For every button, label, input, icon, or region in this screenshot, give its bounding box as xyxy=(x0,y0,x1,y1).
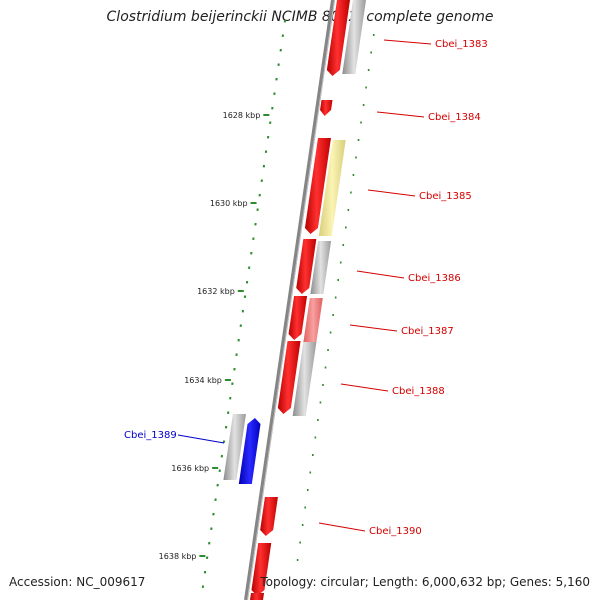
accession-text: Accession: NC_009617 xyxy=(9,575,146,589)
genome-summary-text: Topology: circular; Length: 6,000,632 bp… xyxy=(260,575,590,589)
gene-cbei-1385-category xyxy=(318,140,346,236)
genome-backbone xyxy=(244,0,335,600)
gene-label-leader xyxy=(340,383,389,392)
gene-label[interactable]: Cbei_1387 xyxy=(401,326,454,337)
gene-cbei-1383-category xyxy=(342,0,366,74)
gene-label[interactable]: Cbei_1384 xyxy=(428,112,481,123)
gene-label-leader xyxy=(318,522,366,532)
gene-label[interactable]: Cbei_1390 xyxy=(369,526,422,537)
ruler-ticks xyxy=(199,19,375,600)
ruler-labels: 1628 kbp 1630 kbp 1632 kbp 1634 kbp 1636 kbp… xyxy=(159,111,270,561)
genome-backbone-highlight xyxy=(247,0,335,600)
gene-cbei-1386-glyph xyxy=(296,239,317,294)
gene-label[interactable]: Cbei_1383 xyxy=(435,39,488,50)
map-title: Clostridium beijerinckii NCIMB 8052, com… xyxy=(106,9,494,25)
gene-cbei-1384-glyph xyxy=(320,100,333,116)
gene-cbei-1387-category xyxy=(303,298,323,342)
gene-downstream-glyph-1 xyxy=(251,543,272,596)
gene-labels: Cbei_1383 Cbei_1384 Cbei_1385 Cbei_1386 Cbei… xyxy=(124,39,488,537)
gene-label-leader xyxy=(376,111,425,118)
gene-label-leaders xyxy=(177,39,432,532)
ruler-label: 1634 kbp xyxy=(184,376,222,385)
gene-label-leader xyxy=(177,434,225,444)
gene-label[interactable]: Cbei_1389 xyxy=(124,430,177,441)
gene-label-leader xyxy=(349,324,398,332)
gene-cbei-1390-glyph xyxy=(260,497,278,536)
gene-label-leader xyxy=(383,39,432,45)
gene-cbei-1389-category xyxy=(223,414,246,480)
gene-downstream-glyph-2 xyxy=(250,593,265,600)
gene-label-leader xyxy=(356,270,405,279)
gene-label-leader xyxy=(367,189,416,197)
gene-cbei-1386-category xyxy=(310,241,332,294)
gene-cbei-1385-glyph xyxy=(304,138,331,234)
gene-label[interactable]: Cbei_1385 xyxy=(419,191,472,202)
ruler-label: 1638 kbp xyxy=(159,552,197,561)
gene-cbei-1387-glyph xyxy=(288,296,308,340)
gene-cbei-1388-glyph xyxy=(277,341,301,414)
gene-cbei-1388-category xyxy=(292,342,317,416)
ruler-label: 1636 kbp xyxy=(171,464,209,473)
gene-track xyxy=(223,0,366,600)
gene-cbei-1383-glyph xyxy=(326,0,350,76)
gene-cbei-1389-glyph xyxy=(238,418,261,484)
ruler-label: 1630 kbp xyxy=(210,199,248,208)
ruler-label: 1628 kbp xyxy=(223,111,261,120)
gene-label[interactable]: Cbei_1388 xyxy=(392,386,445,397)
gene-label[interactable]: Cbei_1386 xyxy=(408,273,461,284)
ruler-label: 1632 kbp xyxy=(197,287,235,296)
